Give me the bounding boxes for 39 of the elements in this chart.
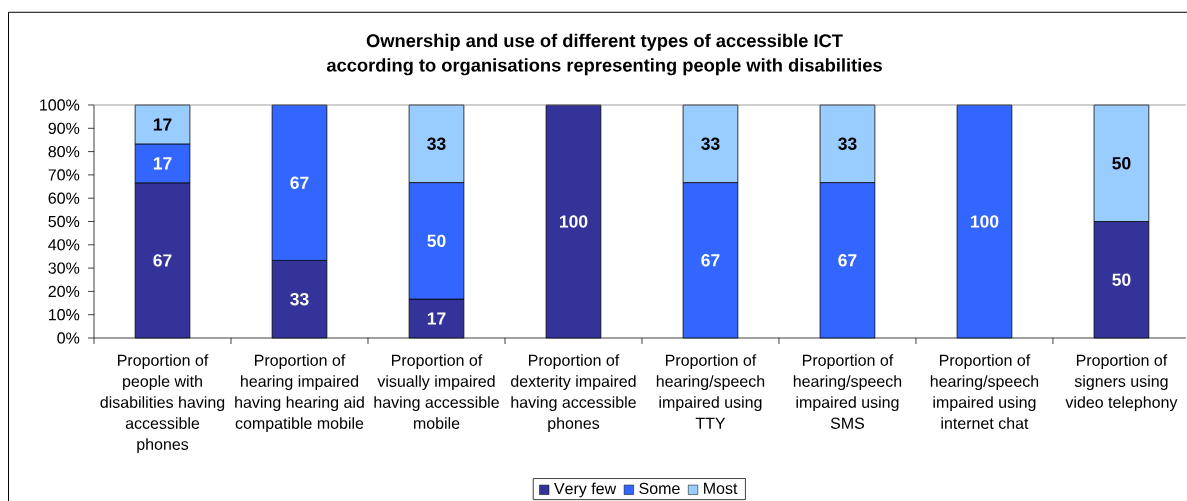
y-tick-label: 60% <box>48 192 80 204</box>
data-label: 33 <box>290 292 309 306</box>
data-label: 67 <box>290 176 309 189</box>
y-tick-label: 50% <box>48 215 80 228</box>
data-label: 33 <box>701 137 720 151</box>
legend-label: Most <box>704 482 738 494</box>
data-label: 67 <box>153 254 172 267</box>
x-tick-label: Proportion of hearing impaired having hearing aid compatible mobile <box>235 354 364 433</box>
data-label: 33 <box>838 137 857 151</box>
legend-label: Some <box>639 482 680 495</box>
x-tick-label: Proportion of hearing/speech impaired using TTY <box>656 354 765 429</box>
data-label: 100 <box>970 215 999 228</box>
y-tick-label: 10% <box>49 309 80 321</box>
x-tick-label: Proportion of hearing/speech impaired using internet chat <box>930 354 1039 429</box>
legend-label: Very few <box>553 482 617 498</box>
x-tick-label: Proportion of people with disabilities having accessible phones <box>100 354 225 454</box>
data-label: 50 <box>1112 157 1131 170</box>
data-label: 17 <box>153 157 172 170</box>
y-tick-label: 70% <box>48 169 80 181</box>
y-tick-label: 100% <box>40 99 80 111</box>
data-label: 67 <box>838 254 857 267</box>
chart-title: Ownership and use of different types of accessible ICT according to organisations representing people with disabilities <box>326 33 882 76</box>
y-tick-label: 80% <box>48 145 80 158</box>
y-tick-label: 90% <box>48 122 80 134</box>
data-label: 17 <box>153 118 172 131</box>
data-label: 33 <box>427 137 446 151</box>
y-tick-label: 0% <box>57 332 80 344</box>
x-tick-label: Proportion of dexterity impaired having accessible phones <box>511 354 636 433</box>
data-label: 17 <box>427 312 446 325</box>
data-label: 100 <box>559 215 588 228</box>
x-tick-label: Proportion of signers using video telephony <box>1065 354 1178 412</box>
y-tick-label: 30% <box>48 262 80 274</box>
data-label: 50 <box>427 234 446 248</box>
data-label: 50 <box>1112 273 1131 286</box>
y-tick-label: 20% <box>48 285 80 298</box>
y-tick-label: 40% <box>48 239 80 251</box>
x-tick-label: Proportion of visually impaired having accessible mobile <box>374 354 499 429</box>
x-tick-label: Proportion of hearing/speech impaired using SMS <box>793 354 902 429</box>
data-label: 67 <box>701 254 720 267</box>
